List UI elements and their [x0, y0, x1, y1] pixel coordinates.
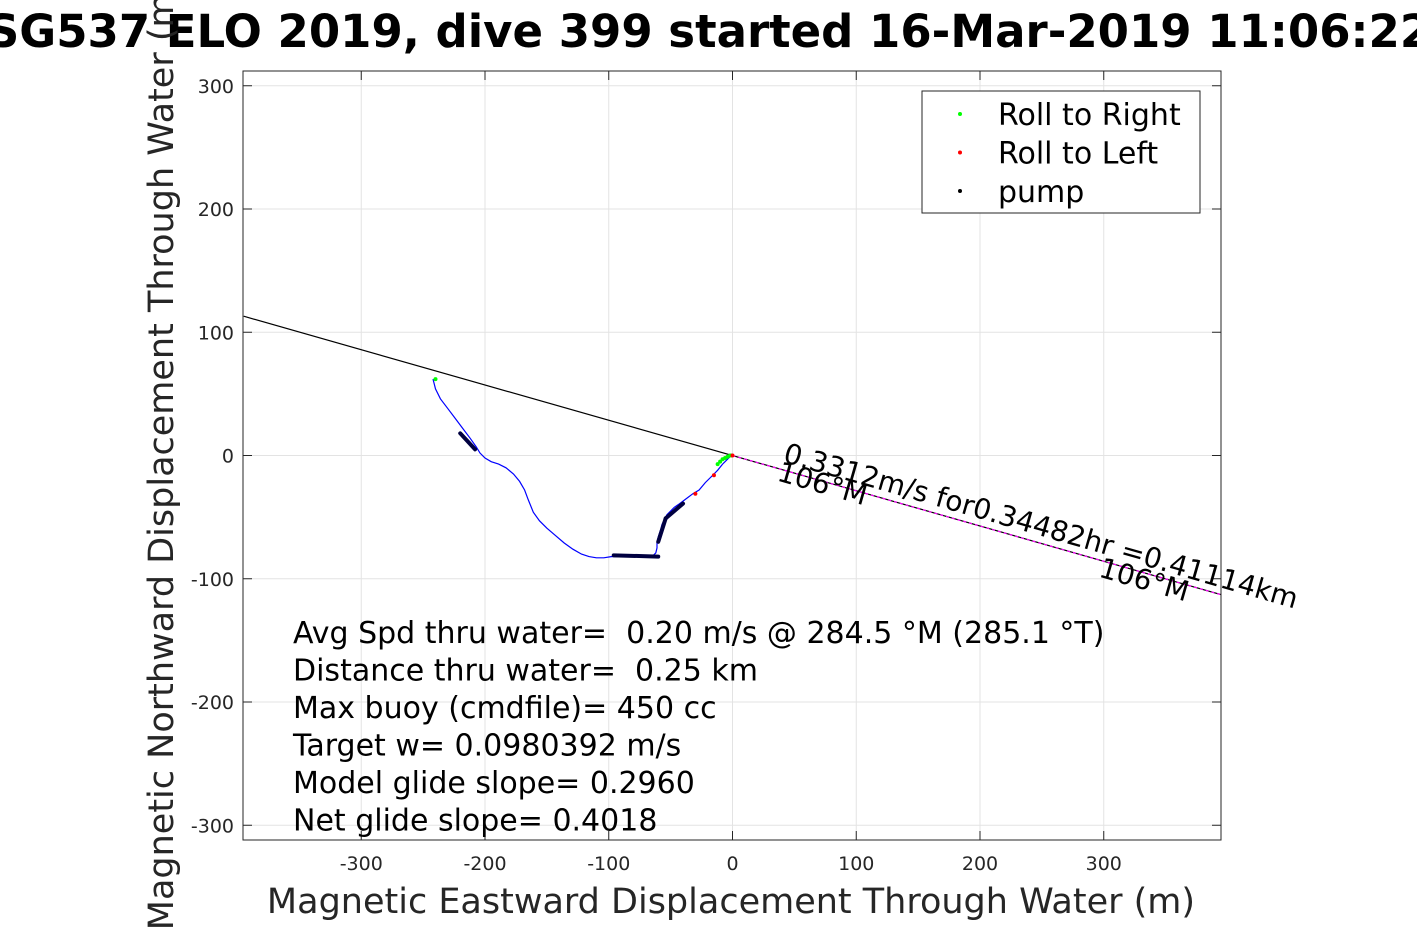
x-tick-label: 300 — [1086, 853, 1122, 875]
legend-label: pump — [998, 175, 1084, 210]
stats-line: Model glide slope= 0.2960 — [293, 766, 695, 801]
x-axis-label: Magnetic Eastward Displacement Through W… — [267, 882, 1195, 922]
y-tick-label: -100 — [191, 569, 234, 591]
x-tick-label: -100 — [587, 853, 630, 875]
pump-segment — [656, 516, 668, 544]
x-tick-label: -200 — [463, 853, 506, 875]
y-tick-label: 300 — [198, 76, 234, 98]
y-tick-label: 200 — [198, 199, 234, 221]
dive-track-line — [432, 378, 733, 559]
roll-left-point — [730, 453, 735, 458]
y-tick-label: -300 — [191, 815, 234, 837]
pump-segment — [611, 553, 661, 559]
stats-line: Max buoy (cmdfile)= 450 cc — [293, 691, 717, 726]
annotations: 0.3312m/s for0.34482hr =0.41114km106°M10… — [774, 437, 1302, 616]
y-tick-label: -200 — [191, 692, 234, 714]
current-line — [732, 454, 1221, 596]
x-tick-label: 200 — [962, 853, 998, 875]
y-axis-label: Magnetic Northward Displacement Through … — [142, 0, 182, 930]
roll-left-point — [693, 491, 698, 496]
y-tick-label: 0 — [222, 446, 234, 468]
pump-segment — [663, 501, 685, 521]
chart-title: SG537 ELO 2019, dive 399 started 16-Mar-… — [0, 5, 1417, 58]
axis-ticks: -300 -200 -100 0 100 200 300 -300 -200 -100 0 100 20… — [191, 71, 1221, 875]
stats-block: Avg Spd thru water= 0.20 m/s @ 284.5 °M … — [292, 616, 1104, 839]
legend-marker — [958, 112, 962, 116]
legend-marker — [958, 150, 962, 155]
legend-label: Roll to Left — [998, 137, 1158, 172]
data-markers — [433, 377, 735, 559]
roll-right-point — [715, 462, 720, 467]
x-tick-label: 0 — [726, 853, 738, 875]
stats-line: Target w= 0.0980392 m/s — [292, 729, 681, 764]
x-tick-label: -300 — [340, 853, 383, 875]
x-tick-label: 100 — [838, 853, 874, 875]
plot-frame — [242, 70, 1222, 841]
roll-left-point — [711, 473, 716, 478]
roll-right-point — [718, 459, 723, 464]
roll-right-point — [433, 377, 438, 382]
stats-line: Distance thru water= 0.25 km — [293, 654, 758, 689]
legend-label: Roll to Right — [998, 98, 1181, 133]
pump-segment — [458, 431, 478, 452]
legend-box — [921, 90, 1201, 214]
stats-line: Avg Spd thru water= 0.20 m/s @ 284.5 °M … — [293, 616, 1104, 651]
y-tick-label: 100 — [198, 322, 234, 344]
legend-marker — [958, 189, 962, 193]
annotation-text: 0.3312m/s for0.34482hr =0.41114km — [780, 437, 1302, 616]
stats-line: Net glide slope= 0.4018 — [293, 804, 657, 839]
